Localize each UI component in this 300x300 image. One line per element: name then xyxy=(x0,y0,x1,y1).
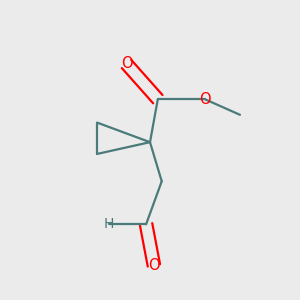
Text: H: H xyxy=(104,217,114,231)
Text: O: O xyxy=(148,258,160,273)
Text: O: O xyxy=(121,56,132,71)
Text: O: O xyxy=(199,92,211,107)
